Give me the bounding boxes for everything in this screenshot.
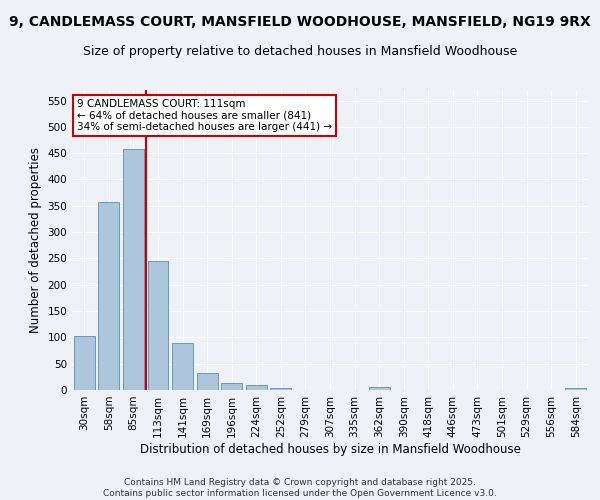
Text: Contains HM Land Registry data © Crown copyright and database right 2025.
Contai: Contains HM Land Registry data © Crown c… [103, 478, 497, 498]
Bar [246, 386, 267, 390]
Bar [221, 382, 242, 390]
Bar [74, 336, 95, 390]
Bar [98, 202, 119, 390]
Bar [565, 388, 586, 390]
Text: Size of property relative to detached houses in Mansfield Woodhouse: Size of property relative to detached ho… [83, 45, 517, 58]
Bar [368, 388, 389, 390]
Bar [271, 388, 292, 390]
Y-axis label: Number of detached properties: Number of detached properties [29, 147, 42, 333]
Text: 9, CANDLEMASS COURT, MANSFIELD WOODHOUSE, MANSFIELD, NG19 9RX: 9, CANDLEMASS COURT, MANSFIELD WOODHOUSE… [9, 15, 591, 29]
Bar [197, 373, 218, 390]
Bar [172, 342, 193, 390]
Bar [148, 261, 169, 390]
Text: 9 CANDLEMASS COURT: 111sqm
← 64% of detached houses are smaller (841)
34% of sem: 9 CANDLEMASS COURT: 111sqm ← 64% of deta… [77, 99, 332, 132]
X-axis label: Distribution of detached houses by size in Mansfield Woodhouse: Distribution of detached houses by size … [140, 442, 520, 456]
Bar [123, 150, 144, 390]
